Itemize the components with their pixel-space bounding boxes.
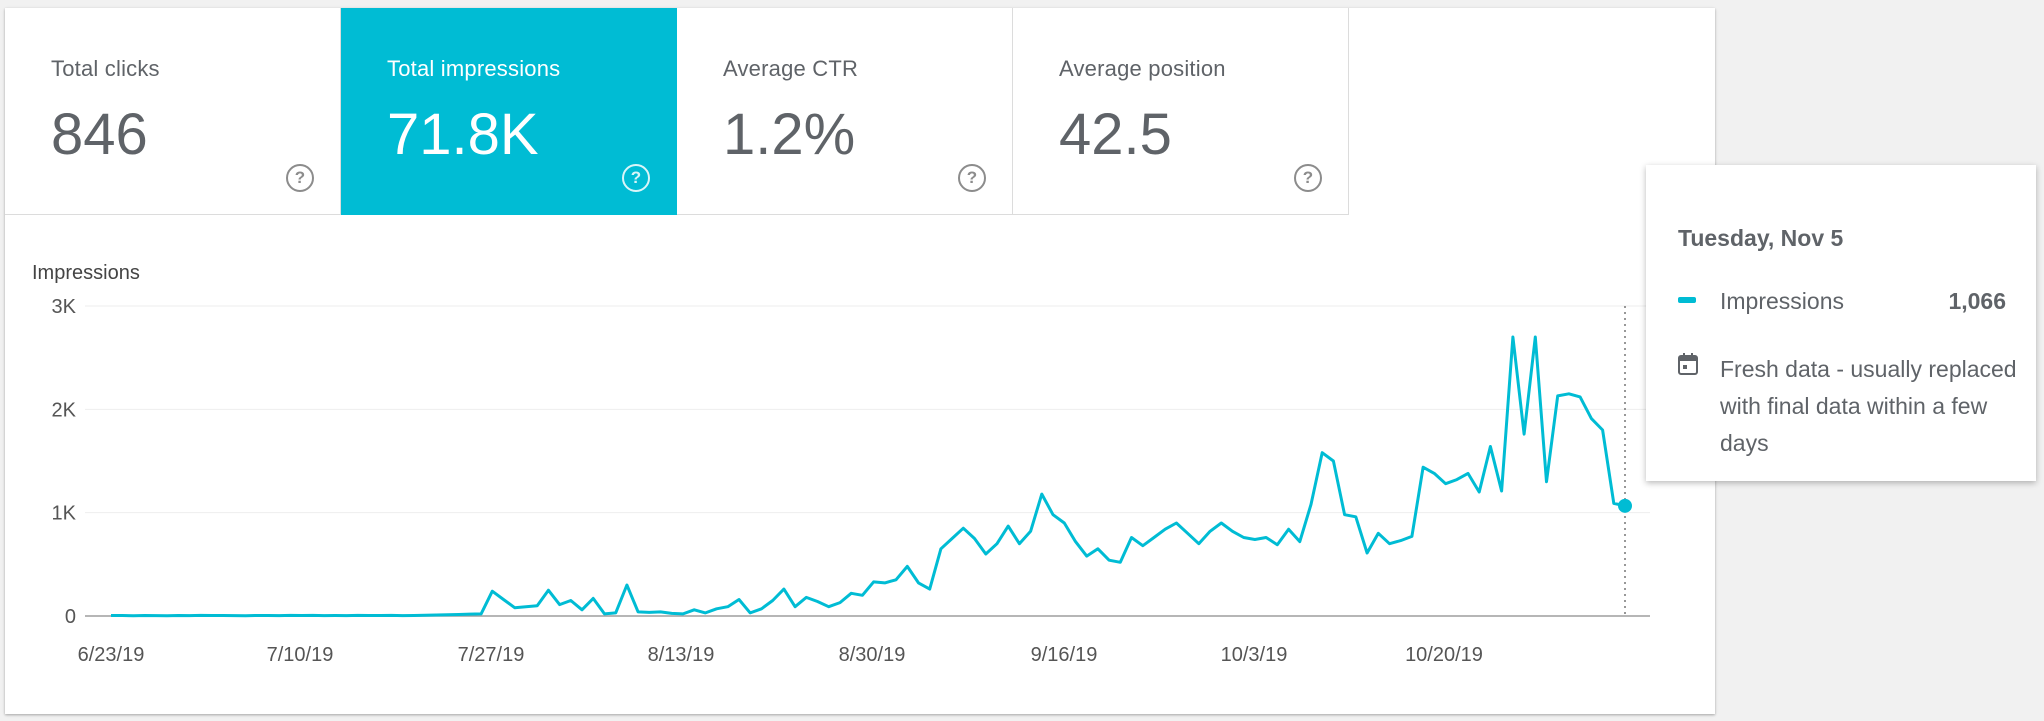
x-tick-label: 9/16/19 <box>1031 644 1098 666</box>
metric-label: Total impressions <box>387 56 561 81</box>
help-circle-icon[interactable]: ? <box>622 164 650 192</box>
help-circle-icon[interactable]: ? <box>1294 164 1322 192</box>
tooltip-date: Tuesday, Nov 5 <box>1678 225 1844 251</box>
metric-label: Average position <box>1059 56 1226 81</box>
metric-label: Total clicks <box>51 56 160 81</box>
metric-value: 42.5 <box>1059 102 1172 167</box>
series-swatch <box>1678 297 1696 303</box>
x-tick-label: 7/10/19 <box>267 644 334 666</box>
hover-point <box>1618 498 1632 513</box>
tooltip-value: 1,066 <box>1948 288 2006 314</box>
x-tick-label: 8/30/19 <box>839 644 906 666</box>
metric-average-position[interactable]: Average position 42.5 ? <box>1013 8 1349 215</box>
tooltip-series-label: Impressions <box>1720 288 1844 314</box>
metric-average-ctr[interactable]: Average CTR 1.2% ? <box>677 8 1013 215</box>
y-tick-label: 1K <box>52 503 77 525</box>
impressions-line-chart[interactable]: 0 1K 2K 3K 6/23/19 7/10/19 7/27/19 8/13/19 8/30/… <box>0 0 1720 721</box>
metric-value: 71.8K <box>387 102 539 167</box>
x-tick-label: 10/3/19 <box>1221 644 1288 666</box>
metric-total-impressions[interactable]: Total impressions 71.8K ? <box>341 8 677 215</box>
help-circle-icon[interactable]: ? <box>958 164 986 192</box>
help-circle-icon[interactable]: ? <box>286 164 314 192</box>
metric-tabs: Total clicks 846 ? Total impressions 71.… <box>5 8 1349 215</box>
impressions-series-line <box>111 335 1626 618</box>
metric-label: Average CTR <box>723 56 859 81</box>
metric-value: 846 <box>51 102 148 167</box>
metric-value: 1.2% <box>723 102 856 167</box>
y-tick-label: 0 <box>65 606 76 628</box>
x-tick-label: 7/27/19 <box>458 644 525 666</box>
x-tick-label: 6/23/19 <box>78 644 145 666</box>
metric-total-clicks[interactable]: Total clicks 846 ? <box>5 8 341 215</box>
x-tick-label: 10/20/19 <box>1405 644 1483 666</box>
tooltip-note: Fresh data - usually replaced with final… <box>1720 356 2017 456</box>
y-tick-label: 3K <box>52 296 77 318</box>
x-tick-label: 8/13/19 <box>648 644 715 666</box>
chart-y-axis-title: Impressions <box>32 262 140 284</box>
calendar-icon <box>1678 353 1698 375</box>
chart-tooltip: Tuesday, Nov 5 Impressions 1,066 Fresh d… <box>1646 165 2036 481</box>
y-tick-label: 2K <box>52 399 77 421</box>
